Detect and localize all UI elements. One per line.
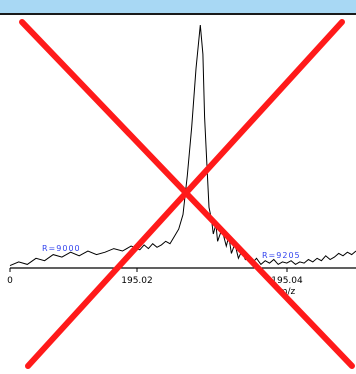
x-axis-label: m/z bbox=[279, 287, 296, 297]
x-tick-label-0: 0 bbox=[7, 276, 13, 286]
header-bar bbox=[0, 0, 356, 15]
x-tick-label-1: 195.02 bbox=[121, 276, 153, 286]
spectrum-trace bbox=[9, 24, 356, 267]
x-tick-label-2: 195.04 bbox=[271, 276, 303, 286]
peak-label-left: R=9000 bbox=[42, 244, 81, 253]
peak-label-right: R=9205 bbox=[262, 251, 301, 260]
cross-out-line-2 bbox=[25, 19, 345, 369]
